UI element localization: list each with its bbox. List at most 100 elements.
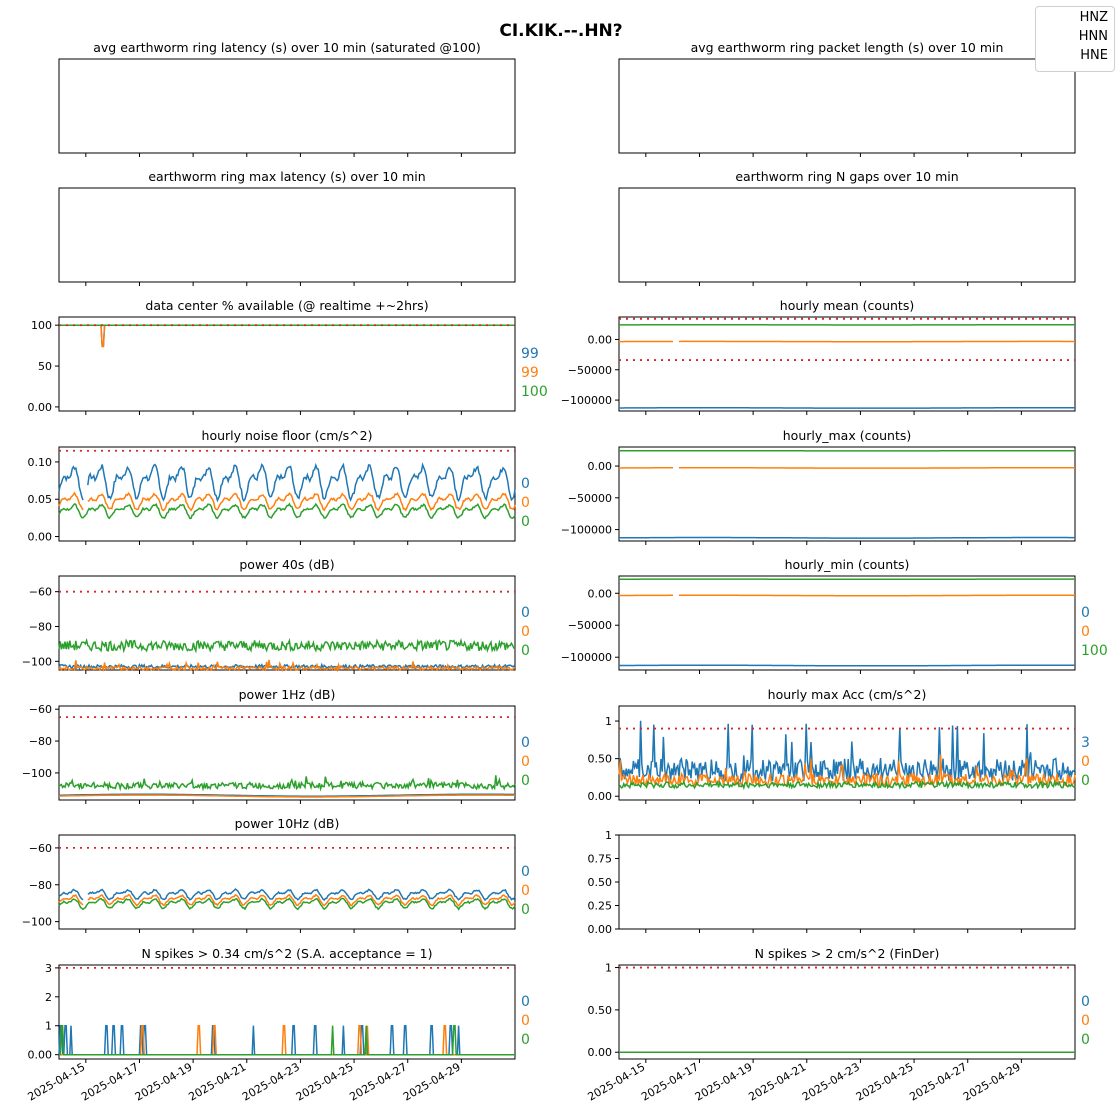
latest-value-hnn: 0	[521, 754, 530, 770]
panel-11: power 1Hz (dB) −60 −80 −100 0 0 0	[22, 687, 530, 804]
y-tick-label: 0.00	[588, 790, 613, 803]
x-tick-label: 2025-04-19	[133, 1060, 195, 1103]
series-line-hnz	[619, 664, 1075, 667]
y-tick-label: 1	[605, 962, 612, 975]
axes-frame	[618, 834, 1076, 930]
axes-frame	[618, 446, 1076, 542]
y-tick-label: 0.00	[588, 923, 613, 936]
series-line-hnn	[618, 754, 1076, 788]
series-line-hnn	[87, 893, 516, 907]
series-line-hnn	[59, 794, 516, 798]
series-line-hne	[58, 897, 516, 911]
axes-frame	[58, 316, 516, 412]
latest-value-hnn: 0	[521, 624, 530, 640]
series-line-hnn	[58, 659, 516, 673]
axes-frame	[58, 964, 516, 1060]
panel-9: power 40s (dB) −60 −80 −100 0 0 0	[22, 557, 530, 674]
latest-value-hnn: 0	[1081, 624, 1090, 640]
latest-value-hnz: 0	[521, 735, 530, 751]
axes-frame	[58, 705, 516, 801]
y-tick-label: 1	[605, 829, 612, 842]
panel-7: hourly noise floor (cm/s^2) 0.00 0.05 0.10 0…	[28, 428, 530, 545]
panel-title: hourly mean (counts)	[780, 298, 914, 313]
panel-13: power 10Hz (dB) −60 −80 −100 0 0 0	[22, 816, 530, 933]
series-line-hnn	[58, 893, 84, 906]
latest-value-hne: 0	[1081, 1032, 1090, 1048]
y-tick-label: 0.00	[588, 460, 613, 473]
y-tick-label: 0.75	[588, 853, 613, 866]
panel-title: hourly_max (counts)	[783, 428, 912, 443]
x-tick-label: 2025-04-27	[907, 1060, 969, 1103]
y-tick-label: −80	[29, 735, 52, 748]
axes-frame	[58, 58, 516, 154]
x-tick-label: 2025-04-21	[746, 1060, 808, 1103]
y-tick-label: 3	[45, 962, 52, 975]
y-tick-label: 50	[38, 360, 52, 373]
latest-value-hne: 0	[521, 643, 530, 659]
x-tick-label: 2025-04-17	[639, 1060, 701, 1103]
y-tick-label: 0.00	[28, 401, 53, 414]
x-tick-label: 2025-04-19	[693, 1060, 755, 1103]
latest-value-hne: 0	[521, 902, 530, 918]
y-tick-label: −100	[22, 916, 52, 929]
y-tick-label: 0.10	[28, 456, 53, 469]
series-line-hnz	[58, 465, 84, 501]
y-tick-label: 100	[31, 319, 52, 332]
panel-title: hourly_min (counts)	[785, 557, 910, 572]
axes-frame	[58, 187, 516, 283]
y-tick-label: 0.50	[588, 876, 613, 889]
axes-frame	[618, 705, 1076, 801]
y-tick-label: −100000	[561, 651, 612, 664]
series-line-hnz	[59, 793, 516, 797]
latest-value-hnz: 0	[1081, 605, 1090, 621]
panel-5: data center % available (@ realtime +~2h…	[28, 298, 548, 415]
panel-16: N spikes > 2 cm/s^2 (FinDer)2025-04-1520…	[585, 946, 1089, 1104]
y-tick-label: −100000	[561, 524, 612, 537]
latest-value-hnz: 0	[521, 994, 530, 1010]
y-tick-label: 0.00	[28, 1049, 53, 1062]
panel-title: power 1Hz (dB)	[239, 687, 336, 702]
axes-frame	[618, 58, 1076, 154]
legend: HNZ HNN HNE	[1035, 6, 1115, 72]
series-line-hnz	[87, 462, 516, 503]
latest-value-hnz: 3	[1081, 735, 1090, 751]
latest-value-hne: 0	[1081, 773, 1090, 789]
y-tick-label: 0.50	[588, 1004, 613, 1017]
latest-value-hnn: 0	[1081, 754, 1090, 770]
latest-value-hne: 0	[521, 773, 530, 789]
latest-value-hnz: 99	[521, 346, 539, 362]
series-line-hnz	[58, 888, 84, 901]
x-tick-label: 2025-04-15	[585, 1060, 647, 1103]
y-tick-label: −50000	[568, 492, 612, 505]
y-tick-label: 0.00	[28, 531, 53, 544]
latest-value-hnz: 0	[521, 605, 530, 621]
y-tick-label: 0.25	[588, 900, 613, 913]
y-tick-label: −60	[29, 703, 52, 716]
y-tick-label: 0.00	[588, 333, 613, 346]
x-tick-label: 2025-04-21	[186, 1060, 248, 1103]
panel-6: hourly mean (counts) 0.00 −50000 −100000	[561, 298, 1076, 415]
panel-4: earthworm ring N gaps over 10 min	[618, 169, 1076, 286]
y-tick-label: 2	[45, 991, 52, 1004]
y-tick-label: 0.00	[588, 587, 613, 600]
latest-value-hne: 0	[521, 514, 530, 530]
latest-value-hnz: 0	[521, 476, 530, 492]
legend-entry-hne: HNE	[1080, 48, 1108, 63]
latest-value-hnn: 0	[521, 883, 530, 899]
series-line-hnz	[59, 324, 515, 348]
x-tick-label: 2025-04-17	[79, 1060, 141, 1103]
y-tick-label: −80	[29, 620, 52, 633]
y-tick-label: −50000	[568, 364, 612, 377]
y-tick-label: −100	[22, 767, 52, 780]
latest-value-hnn: 0	[1081, 1013, 1090, 1029]
latest-value-hnn: 0	[521, 495, 530, 511]
axes-frame	[618, 575, 1076, 671]
panel-title: earthworm ring N gaps over 10 min	[735, 169, 958, 184]
x-tick-label: 2025-04-29	[401, 1060, 463, 1103]
panel-title: power 10Hz (dB)	[235, 816, 340, 831]
series-line-hnn	[58, 491, 84, 511]
series-line-hnz	[87, 888, 516, 902]
panels: avg earthworm ring latency (s) over 10 m…	[22, 40, 1108, 1104]
panel-15: N spikes > 0.34 cm/s^2 (S.A. acceptance …	[25, 946, 529, 1104]
